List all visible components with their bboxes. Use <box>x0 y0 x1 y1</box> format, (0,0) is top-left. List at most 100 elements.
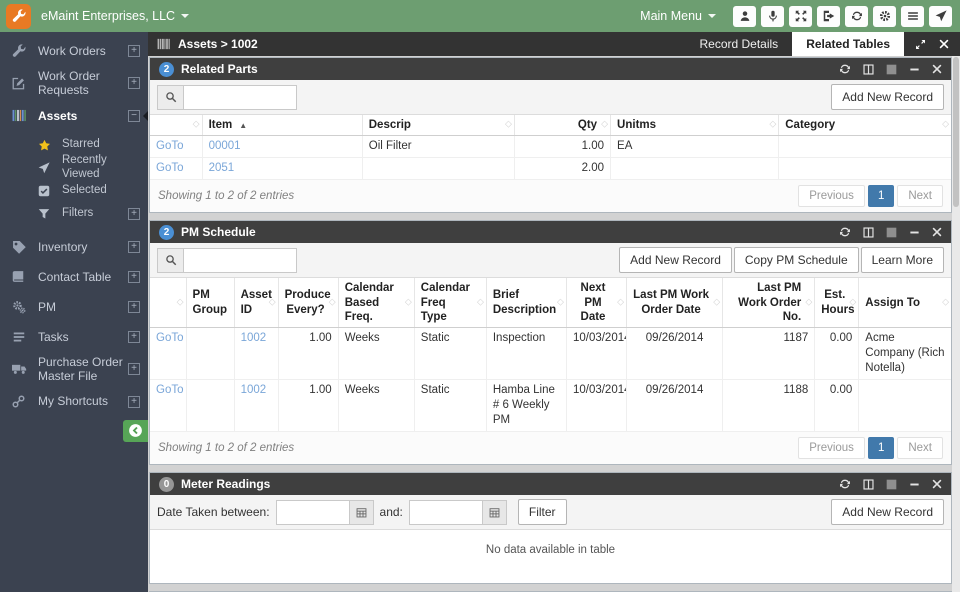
sidebar-item-work-order-requests[interactable]: Work Order Requests + <box>0 66 148 101</box>
sidebar-item-my-shortcuts[interactable]: My Shortcuts + <box>0 387 148 417</box>
column-header-last-pm-work-order-date[interactable]: Last PM Work Order Date ◇ <box>626 278 724 329</box>
close-icon[interactable] <box>932 227 942 237</box>
refresh-icon[interactable] <box>839 226 851 238</box>
sidebar-item-pm[interactable]: PM + <box>0 292 148 322</box>
column-header-last-pm-work-order-no[interactable]: Last PM Work Order No. ◇ <box>722 278 816 329</box>
add-new-record-button[interactable]: Add New Record <box>831 84 944 110</box>
sidebar-collapse-button[interactable] <box>123 419 148 442</box>
close-icon[interactable] <box>932 479 942 489</box>
search-icon[interactable] <box>157 247 184 273</box>
column-header-asset-id[interactable]: Asset ID ◇ <box>233 278 279 329</box>
filter-button[interactable]: Filter <box>517 499 567 525</box>
sidebar-item-contact-table[interactable]: Contact Table + <box>0 262 148 292</box>
filter-icon[interactable]: ◇ <box>476 297 484 308</box>
sign-out-icon-button[interactable] <box>817 5 840 27</box>
column-header-est-hours[interactable]: Est. Hours ◇ <box>814 278 860 329</box>
column-header-category[interactable]: Category ◇ <box>778 115 951 137</box>
column-header-brief-description[interactable]: Brief Description ◇ <box>485 278 567 329</box>
sidebar-subitem-filters[interactable]: Filters + <box>0 203 148 226</box>
add-new-record-button[interactable]: Add New Record <box>831 499 944 525</box>
sidebar-item-assets[interactable]: Assets − <box>0 101 148 131</box>
sidebar-item-inventory[interactable]: Inventory + <box>0 232 148 262</box>
microphone-icon-button[interactable] <box>761 5 784 27</box>
expander-plus-icon[interactable]: + <box>128 240 140 253</box>
filter-icon[interactable]: ◇ <box>601 119 609 130</box>
add-new-record-button[interactable]: Add New Record <box>619 247 732 274</box>
filter-icon[interactable]: ◇ <box>328 297 336 308</box>
column-header-row-link[interactable]: ◇ <box>150 115 203 137</box>
goto-link[interactable]: GoTo <box>156 332 184 345</box>
column-header-produce-every[interactable]: Produce Every? ◇ <box>277 278 339 329</box>
column-header-calendar-based-freq[interactable]: Calendar Based Freq. ◇ <box>337 278 415 329</box>
learn-more-button[interactable]: Learn More <box>860 247 944 274</box>
expander-plus-icon[interactable]: + <box>128 363 140 376</box>
column-header-descrip[interactable]: Descrip ◇ <box>361 115 515 137</box>
record-link[interactable]: 00001 <box>208 140 241 153</box>
expander-plus-icon[interactable]: + <box>128 208 140 221</box>
minimize-icon[interactable] <box>909 227 920 238</box>
goto-link[interactable]: GoTo <box>156 384 184 397</box>
goto-link[interactable]: GoTo <box>156 140 184 153</box>
filter-icon[interactable]: ◇ <box>942 119 949 130</box>
expander-plus-icon[interactable]: + <box>128 395 140 408</box>
filter-icon[interactable]: ◇ <box>557 297 564 308</box>
refresh-icon[interactable] <box>839 478 851 490</box>
column-header-item[interactable]: Item ▲ <box>201 115 363 137</box>
filter-icon[interactable]: ◇ <box>192 119 200 130</box>
page-next-button[interactable]: Next <box>897 185 943 208</box>
expander-plus-icon[interactable]: + <box>128 45 140 57</box>
expand-record-icon[interactable] <box>915 39 926 50</box>
copy-pm-schedule-button[interactable]: Copy PM Schedule <box>733 247 859 274</box>
minimize-icon[interactable] <box>909 64 920 75</box>
filter-icon[interactable]: ◇ <box>942 297 949 308</box>
gear-icon-button[interactable] <box>873 5 896 27</box>
square-icon[interactable] <box>886 227 897 238</box>
columns-icon[interactable] <box>863 63 874 75</box>
user-icon-button[interactable] <box>733 5 756 27</box>
navigate-icon-button[interactable] <box>929 5 952 27</box>
filter-icon[interactable]: ◇ <box>617 297 625 308</box>
page-previous-button[interactable]: Previous <box>798 185 865 208</box>
record-link[interactable]: 1002 <box>240 384 267 397</box>
record-link[interactable]: 2051 <box>208 162 235 175</box>
page-previous-button[interactable]: Previous <box>798 437 865 459</box>
filter-icon[interactable]: ◇ <box>268 297 276 308</box>
square-icon[interactable] <box>886 479 897 490</box>
close-record-icon[interactable] <box>939 39 949 49</box>
refresh-icon-button[interactable] <box>845 5 868 27</box>
tab-related-tables[interactable]: Related Tables <box>792 32 904 56</box>
filter-icon[interactable]: ◇ <box>505 119 512 130</box>
square-icon[interactable] <box>886 64 897 75</box>
column-header-next-pm-date[interactable]: Next PM Date ◇ <box>565 278 628 329</box>
record-link[interactable]: 1002 <box>240 332 267 345</box>
calendar-icon[interactable] <box>348 499 374 525</box>
menu-icon-button[interactable] <box>901 5 924 27</box>
scrollbar-thumb[interactable] <box>953 57 959 207</box>
sidebar-subitem-recently-viewed[interactable]: Recently Viewed <box>0 154 148 180</box>
company-menu[interactable]: eMaint Enterprises, LLC <box>41 9 190 23</box>
filter-icon[interactable]: ◇ <box>713 297 721 308</box>
sidebar-item-tasks[interactable]: Tasks + <box>0 322 148 352</box>
expander-plus-icon[interactable]: + <box>128 77 140 90</box>
sidebar-item-work-orders[interactable]: Work Orders + <box>0 36 148 66</box>
minimize-icon[interactable] <box>909 479 920 490</box>
column-header-row-link[interactable]: ◇ <box>150 278 187 329</box>
expander-minus-icon[interactable]: − <box>128 109 140 122</box>
column-header-calendar-freq-type[interactable]: Calendar Freq Type ◇ <box>413 278 487 329</box>
page-next-button[interactable]: Next <box>897 437 943 459</box>
calendar-icon[interactable] <box>481 499 507 525</box>
search-input[interactable] <box>184 84 297 110</box>
columns-icon[interactable] <box>863 227 874 238</box>
column-header-qty[interactable]: Qty ◇ <box>513 115 612 137</box>
filter-icon[interactable]: ◇ <box>176 297 184 308</box>
search-icon[interactable] <box>157 84 184 110</box>
refresh-icon[interactable] <box>839 63 851 75</box>
tab-record-details[interactable]: Record Details <box>699 37 779 51</box>
column-header-pm-group[interactable]: PM Group▲ <box>185 278 235 329</box>
expander-plus-icon[interactable]: + <box>128 300 140 313</box>
goto-link[interactable]: GoTo <box>156 162 184 175</box>
filter-icon[interactable]: ◇ <box>404 297 412 308</box>
date-from-input[interactable] <box>275 499 350 525</box>
filter-icon[interactable]: ◇ <box>805 297 813 308</box>
column-header-assign-to[interactable]: Assign To ◇ <box>858 278 951 329</box>
